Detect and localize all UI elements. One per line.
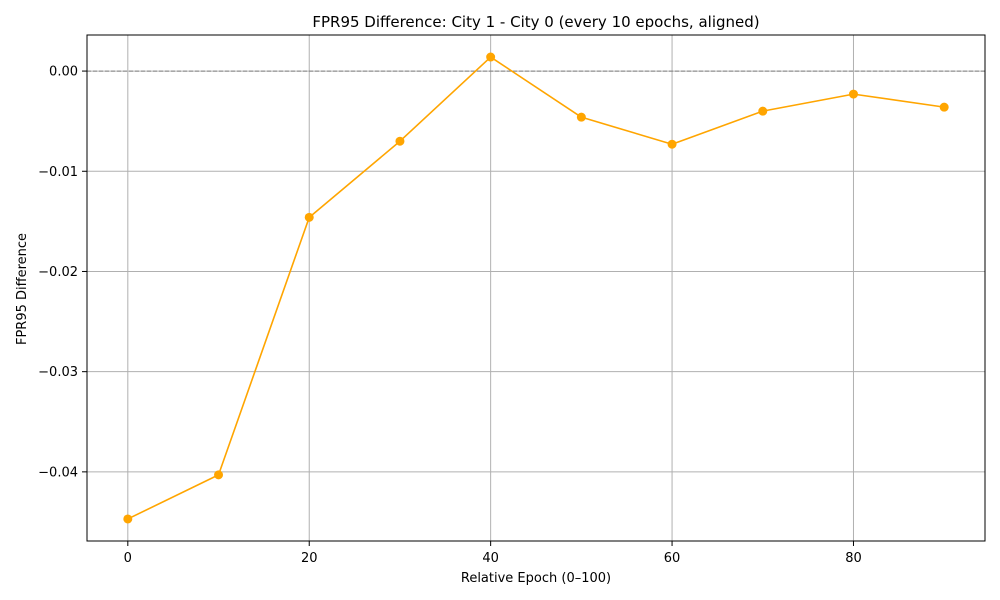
data-point	[576, 112, 586, 122]
y-tick-label: −0.04	[38, 465, 78, 480]
x-axis-label: Relative Epoch (0–100)	[461, 571, 611, 586]
x-tick-label: 0	[124, 551, 132, 566]
y-axis-label: FPR95 Difference	[15, 233, 30, 345]
y-tick-label: 0.00	[49, 65, 78, 80]
chart-title: FPR95 Difference: City 1 - City 0 (every…	[312, 13, 759, 31]
y-tick-label: −0.01	[38, 165, 78, 180]
data-point	[123, 514, 133, 524]
y-tick-label: −0.02	[38, 265, 78, 280]
data-point	[758, 106, 768, 116]
data-point	[395, 136, 405, 146]
data-point	[486, 52, 496, 62]
y-tick-label: −0.03	[38, 365, 78, 380]
data-point	[667, 139, 677, 149]
data-point	[939, 102, 949, 112]
x-tick-label: 60	[664, 551, 681, 566]
axes-frame	[86, 34, 986, 542]
data-point	[214, 470, 224, 480]
data-point	[304, 212, 314, 222]
data-point	[848, 89, 858, 99]
x-tick-label: 80	[845, 551, 862, 566]
series-line	[127, 56, 945, 520]
x-tick-label: 40	[482, 551, 499, 566]
x-tick-label: 20	[301, 551, 318, 566]
plot-area: 0 20 40 60 80 0.00 −0.01 −0.02 −0.03 −0.04	[38, 34, 986, 566]
